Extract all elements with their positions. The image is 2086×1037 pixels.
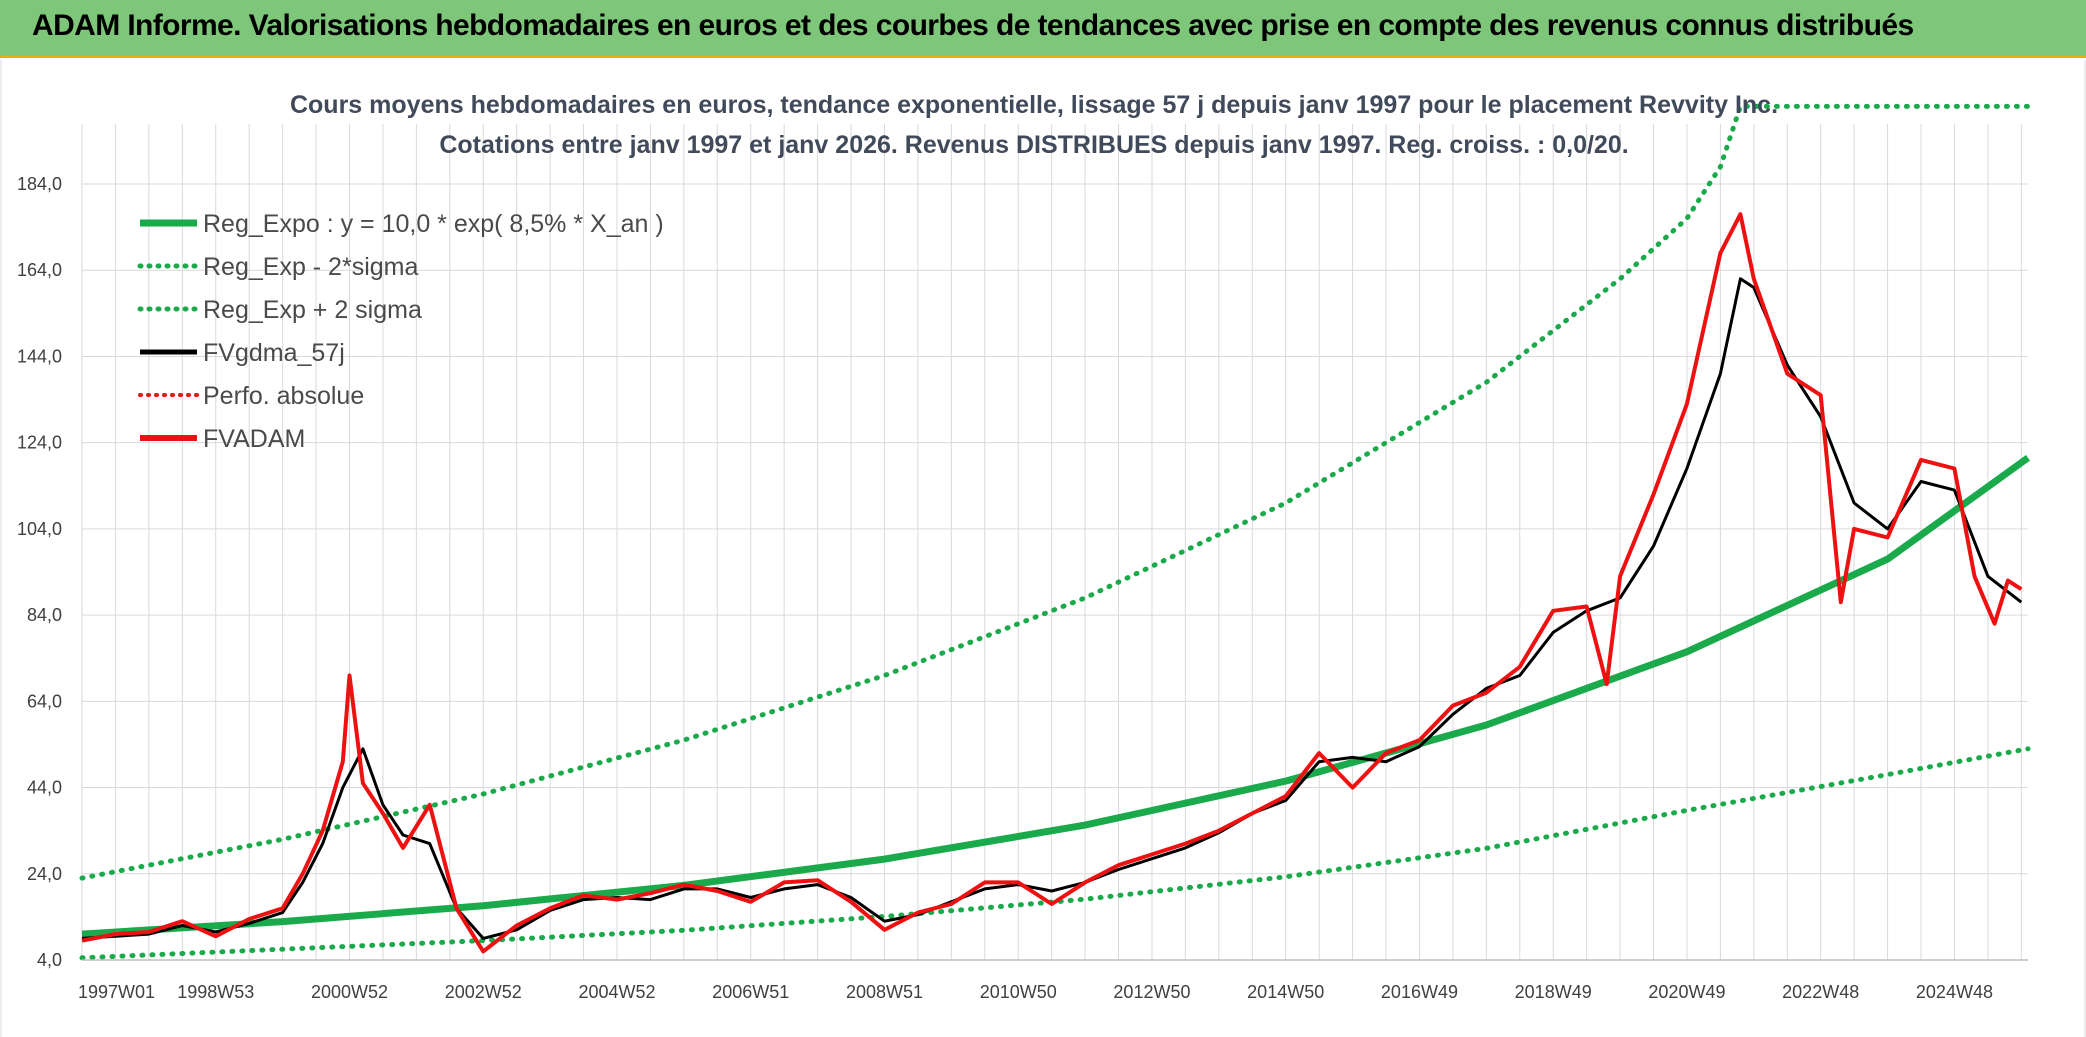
y-tick-label: 64,0	[27, 691, 62, 711]
legend-label-reg_minus: Reg_Exp - 2*sigma	[203, 253, 418, 281]
x-tick-label: 2018W49	[1515, 982, 1592, 1002]
legend-label-price: FVADAM	[203, 425, 305, 453]
chart-area: 184,0 164,0 144,0 124,0 104,0 84,0 64,0 44,0 24,…	[0, 60, 2086, 1037]
series-fvadam	[81, 212, 2023, 954]
chart-svg: 184,0 164,0 144,0 124,0 104,0 84,0 64,0 44,0 24,…	[17, 91, 2031, 1002]
y-tick-label: 184,0	[17, 174, 62, 194]
x-tick-label: 2020W49	[1648, 982, 1725, 1002]
x-tick-label: 1998W53	[177, 982, 254, 1002]
legend: Reg_Expo : y = 10,0 * exp( 8,5% * X_an )…	[137, 210, 664, 453]
page-title: ADAM Informe. Valorisations hebdomadaire…	[32, 9, 1914, 42]
series-reg-minus-2sigma	[79, 746, 2031, 961]
legend-label-reg_expo: Reg_Expo : y = 10,0 * exp( 8,5% * X_an )	[203, 210, 664, 238]
y-tick-label: 144,0	[17, 346, 62, 366]
x-tick-label: 2012W50	[1113, 982, 1190, 1002]
x-tick-label: 2014W50	[1247, 982, 1324, 1002]
x-tick-label: 2016W49	[1381, 982, 1458, 1002]
series-reg-expo	[81, 454, 2031, 938]
x-tick-label: 2024W48	[1916, 982, 1993, 1002]
legend-label-perf: Perfo. absolue	[203, 382, 364, 410]
axes: 184,0 164,0 144,0 124,0 104,0 84,0 64,0 44,0 24,…	[17, 174, 2028, 1002]
x-tick-label: 2002W52	[445, 982, 522, 1002]
header-banner: ADAM Informe. Valorisations hebdomadaire…	[0, 0, 2086, 58]
y-tick-label: 124,0	[17, 433, 62, 453]
x-tick-label: 2000W52	[311, 982, 388, 1002]
legend-label-smooth: FVgdma_57j	[203, 339, 345, 367]
series-layer	[79, 103, 2031, 961]
x-tick-label: 2010W50	[980, 982, 1057, 1002]
y-tick-label: 104,0	[17, 519, 62, 539]
x-tick-label: 2008W51	[846, 982, 923, 1002]
x-tick-label: 1997W01	[78, 982, 155, 1002]
series-reg-plus-2sigma	[79, 103, 2031, 881]
y-tick-label: 24,0	[27, 864, 62, 884]
y-tick-label: 84,0	[27, 605, 62, 625]
legend-label-reg_plus: Reg_Exp + 2 sigma	[203, 296, 422, 324]
y-tick-label: 164,0	[17, 260, 62, 280]
y-tick-label: 44,0	[27, 778, 62, 798]
y-tick-label: 4,0	[37, 950, 62, 970]
chart-subtitle: Cotations entre janv 1997 et janv 2026. …	[439, 131, 1628, 159]
x-tick-label: 2006W51	[712, 982, 789, 1002]
x-tick-label: 2022W48	[1782, 982, 1859, 1002]
grid	[81, 124, 2028, 961]
x-tick-label: 2004W52	[578, 982, 655, 1002]
chart-title: Cours moyens hebdomadaires en euros, ten…	[290, 91, 1778, 119]
